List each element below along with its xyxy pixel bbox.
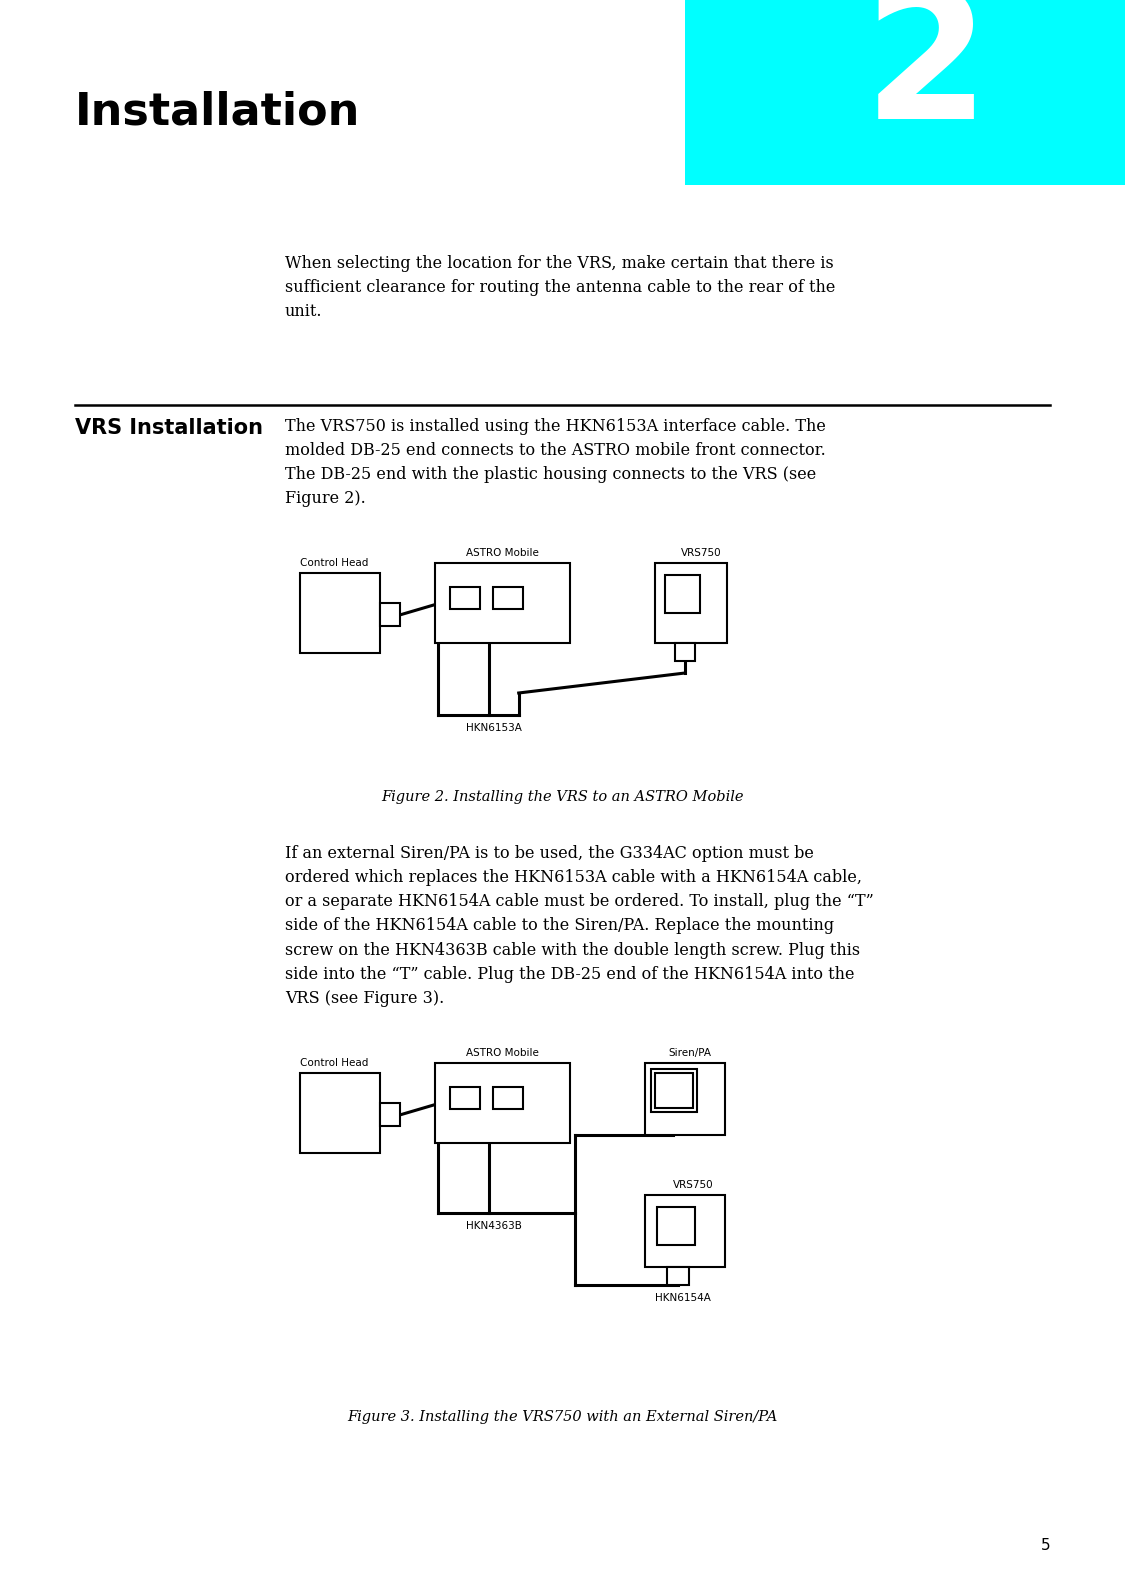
Bar <box>435 1062 570 1143</box>
Text: ASTRO Mobile: ASTRO Mobile <box>466 548 539 557</box>
Bar <box>380 603 400 626</box>
Bar <box>493 588 523 610</box>
Text: 2: 2 <box>864 0 990 157</box>
Bar <box>300 573 380 653</box>
Bar <box>645 1196 725 1267</box>
Text: If an external Siren/PA is to be used, the G334AC option must be
ordered which r: If an external Siren/PA is to be used, t… <box>285 845 874 1007</box>
Bar <box>651 1069 698 1112</box>
Text: HKN6154A: HKN6154A <box>655 1293 711 1304</box>
Bar <box>657 1207 695 1245</box>
Bar <box>380 1104 400 1126</box>
Bar <box>493 1088 523 1108</box>
Text: Figure 2. Installing the VRS to an ASTRO Mobile: Figure 2. Installing the VRS to an ASTRO… <box>381 789 744 804</box>
Bar <box>667 1267 688 1285</box>
Text: HKN6153A: HKN6153A <box>466 723 522 734</box>
Bar <box>300 1073 380 1153</box>
Text: ASTRO Mobile: ASTRO Mobile <box>466 1048 539 1058</box>
Text: Control Head: Control Head <box>300 557 368 569</box>
Bar <box>665 575 700 613</box>
Text: 5: 5 <box>1041 1539 1050 1553</box>
Bar <box>675 643 695 661</box>
Text: VRS Installation: VRS Installation <box>75 418 263 438</box>
Bar <box>655 564 727 643</box>
Text: Figure 3. Installing the VRS750 with an External Siren/PA: Figure 3. Installing the VRS750 with an … <box>348 1410 777 1424</box>
Text: Installation: Installation <box>75 91 360 133</box>
Text: HKN4363B: HKN4363B <box>466 1221 522 1231</box>
Bar <box>685 0 1125 184</box>
Bar <box>655 1073 693 1108</box>
Text: The VRS750 is installed using the HKN6153A interface cable. The
molded DB-25 end: The VRS750 is installed using the HKN615… <box>285 418 826 508</box>
Bar <box>645 1062 725 1135</box>
Text: VRS750: VRS750 <box>673 1180 713 1189</box>
Text: When selecting the location for the VRS, make certain that there is
sufficient c: When selecting the location for the VRS,… <box>285 256 836 321</box>
Text: Control Head: Control Head <box>300 1058 368 1069</box>
Text: Siren/PA: Siren/PA <box>668 1048 711 1058</box>
Bar <box>435 564 570 643</box>
Text: VRS750: VRS750 <box>681 548 721 557</box>
Bar <box>450 588 480 610</box>
Bar <box>450 1088 480 1108</box>
